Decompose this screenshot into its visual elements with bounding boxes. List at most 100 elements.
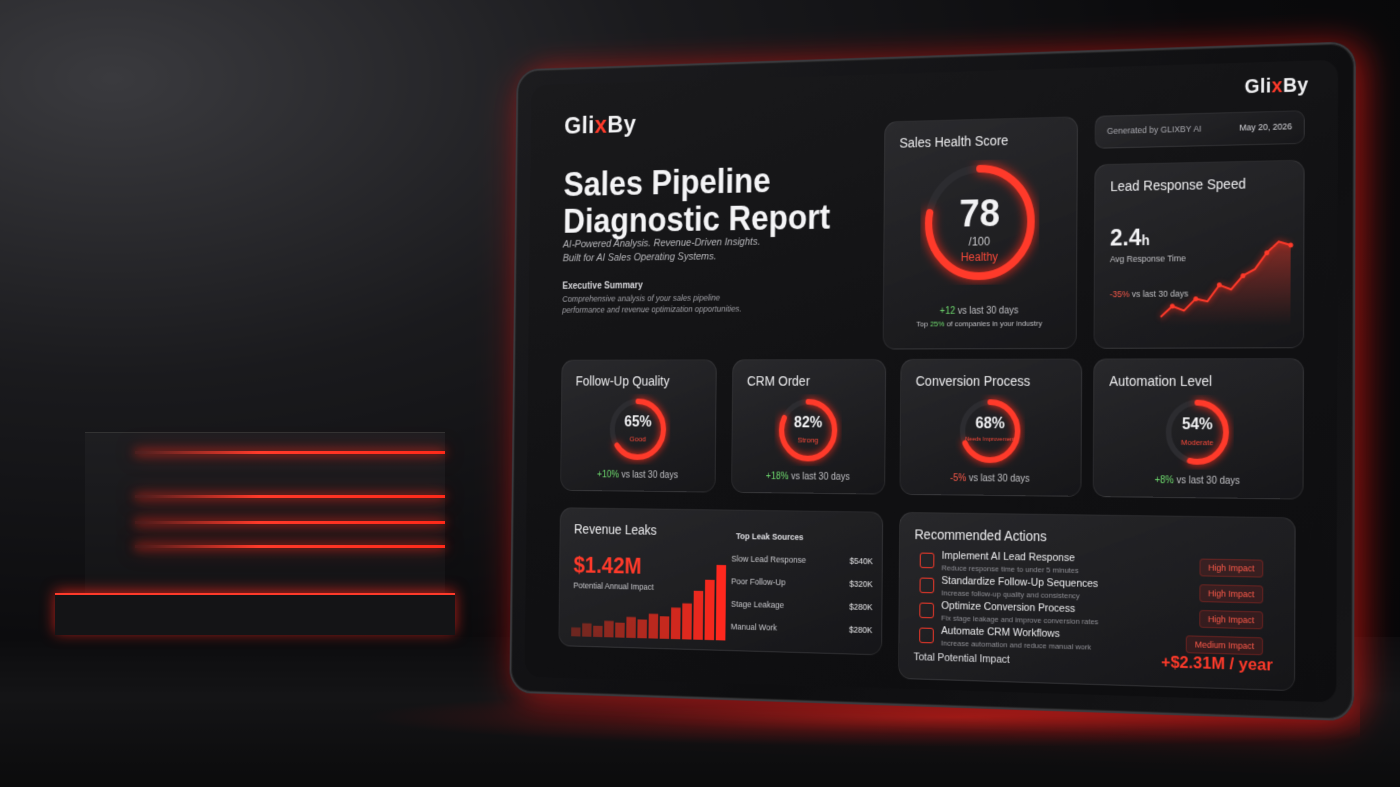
leak-bar xyxy=(626,617,636,638)
metric-card[interactable]: Automation Level 54% Moderate +8% vs las… xyxy=(1093,358,1304,499)
leak-bar xyxy=(660,616,670,639)
health-rank: Top 25% of companies in your industry xyxy=(884,319,1076,329)
metric-card[interactable]: CRM Order 82% Strong +18% vs last 30 day… xyxy=(731,359,886,495)
metric-delta: +18% vs last 30 days xyxy=(732,471,884,483)
leak-bar xyxy=(671,607,681,639)
leak-bar xyxy=(582,623,591,637)
generated-by-badge: Generated by GLIXBY AI May 20, 2026 xyxy=(1095,110,1305,149)
metric-gauge: 82% Strong xyxy=(774,394,842,466)
lead-response-title: Lead Response Speed xyxy=(1110,176,1246,194)
metric-status: Moderate xyxy=(1161,438,1234,447)
leaks-bar-chart xyxy=(571,562,726,640)
leak-bar xyxy=(571,627,580,636)
leak-source-name: Poor Follow-Up xyxy=(731,577,785,588)
checklist-icon xyxy=(919,603,934,619)
total-impact-label: Total Potential Impact xyxy=(914,651,1010,665)
metric-value: 82% xyxy=(775,415,842,432)
pedestal-light-strip xyxy=(135,495,445,498)
metric-delta: +8% vs last 30 days xyxy=(1094,475,1303,488)
impact-badge: Medium Impact xyxy=(1186,635,1263,655)
health-out-of: /100 xyxy=(920,234,1039,249)
metric-value: 68% xyxy=(955,416,1025,434)
leak-source-amount: $280K xyxy=(849,625,872,635)
line-area xyxy=(1161,241,1291,326)
executive-summary-text: Comprehensive analysis of your sales pip… xyxy=(562,292,759,316)
metric-value: 65% xyxy=(606,414,671,431)
action-title: Implement AI Lead Response xyxy=(942,550,1075,564)
metric-status: Strong xyxy=(774,436,841,445)
action-title: Automate CRM Workflows xyxy=(941,625,1060,640)
recommended-actions-card[interactable]: Recommended Actions Implement AI Lead Re… xyxy=(898,512,1296,691)
leak-bar xyxy=(604,621,614,638)
report-subtitle: AI-Powered Analysis. Revenue-Driven Insi… xyxy=(563,235,786,266)
action-title: Optimize Conversion Process xyxy=(941,600,1075,615)
tablet-device: GlixBy GlixBy Sales Pipeline Diagnostic … xyxy=(509,41,1356,721)
impact-badge: High Impact xyxy=(1199,584,1263,603)
leak-source-name: Slow Lead Response xyxy=(731,554,806,565)
pedestal-light-strip xyxy=(135,451,445,454)
leak-bar xyxy=(693,591,703,640)
health-score: 78 xyxy=(920,192,1039,237)
action-description: Fix stage leakage and improve conversion… xyxy=(941,614,1098,627)
action-title: Standardize Follow-Up Sequences xyxy=(941,575,1098,590)
health-status: Healthy xyxy=(920,249,1039,264)
leak-bar xyxy=(648,614,658,639)
sales-health-card[interactable]: Sales Health Score 78 /100 Healthy +12 v… xyxy=(883,116,1078,349)
pedestal xyxy=(85,432,445,633)
checklist-icon xyxy=(919,628,934,644)
impact-badge: High Impact xyxy=(1199,610,1263,629)
leak-bar xyxy=(705,580,715,640)
metric-status: Needs Improvement xyxy=(955,437,1025,443)
leak-bar xyxy=(615,623,625,638)
generated-by-text: Generated by GLIXBY AI xyxy=(1107,124,1202,136)
leak-bar xyxy=(637,619,647,638)
executive-summary-title: Executive Summary xyxy=(562,281,642,292)
leak-source-name: Manual Work xyxy=(731,622,777,633)
response-line-chart xyxy=(1104,226,1296,336)
metric-card[interactable]: Follow-Up Quality 65% Good +10% vs last … xyxy=(560,359,717,492)
action-description: Increase automation and reduce manual wo… xyxy=(941,639,1091,652)
metric-delta: +10% vs last 30 days xyxy=(561,469,715,481)
metric-status: Good xyxy=(605,435,670,444)
action-description: Reduce response time to under 5 minutes xyxy=(942,564,1079,575)
leak-bar xyxy=(716,565,726,641)
metric-title: CRM Order xyxy=(747,373,810,388)
leak-bar xyxy=(682,603,692,639)
leak-source-row: Manual Work $280K xyxy=(731,622,873,635)
revenue-leaks-card[interactable]: Revenue Leaks $1.42M Potential Annual Im… xyxy=(558,507,883,655)
leak-source-row: Slow Lead Response $540K xyxy=(731,554,873,566)
metric-title: Automation Level xyxy=(1109,373,1212,389)
leak-source-row: Poor Follow-Up $320K xyxy=(731,577,873,589)
health-gauge: 78 /100 Healthy xyxy=(920,159,1040,286)
sales-health-title: Sales Health Score xyxy=(899,133,1008,151)
checklist-icon xyxy=(920,553,935,569)
leak-source-name: Stage Leakage xyxy=(731,599,784,610)
metric-gauge: 68% Needs Improvement xyxy=(955,394,1025,468)
report-date: May 20, 2026 xyxy=(1239,121,1292,132)
metric-card[interactable]: Conversion Process 68% Needs Improvement… xyxy=(899,359,1082,497)
metric-title: Follow-Up Quality xyxy=(576,373,670,388)
metric-gauge: 54% Moderate xyxy=(1161,395,1234,470)
leak-source-amount: $320K xyxy=(849,579,872,589)
revenue-leaks-title: Revenue Leaks xyxy=(574,521,657,537)
leak-sources-title: Top Leak Sources xyxy=(736,531,804,542)
metric-delta: -5% vs last 30 days xyxy=(900,473,1080,485)
brand-logo[interactable]: GlixBy xyxy=(564,110,636,140)
pedestal-base xyxy=(55,593,455,635)
dashboard-screen: GlixBy GlixBy Sales Pipeline Diagnostic … xyxy=(525,60,1339,703)
metric-gauge: 65% Good xyxy=(605,394,671,465)
health-delta: +12 vs last 30 days xyxy=(884,305,1076,317)
action-description: Increase follow-up quality and consisten… xyxy=(941,589,1079,601)
leak-bar xyxy=(593,626,602,637)
leak-source-amount: $540K xyxy=(850,556,873,566)
recommended-actions-title: Recommended Actions xyxy=(914,527,1046,545)
impact-badge: High Impact xyxy=(1199,559,1263,578)
leak-source-amount: $280K xyxy=(849,602,872,612)
pedestal-light-strip xyxy=(135,521,445,524)
lead-response-card[interactable]: Lead Response Speed 2.4h Avg Response Ti… xyxy=(1093,160,1304,349)
pedestal-light-strip xyxy=(135,545,445,548)
report-title: Sales Pipeline Diagnostic Report xyxy=(563,161,831,241)
metric-value: 54% xyxy=(1161,416,1234,434)
checklist-icon xyxy=(920,578,935,594)
total-impact-value: +$2.31M / year xyxy=(1161,652,1273,675)
